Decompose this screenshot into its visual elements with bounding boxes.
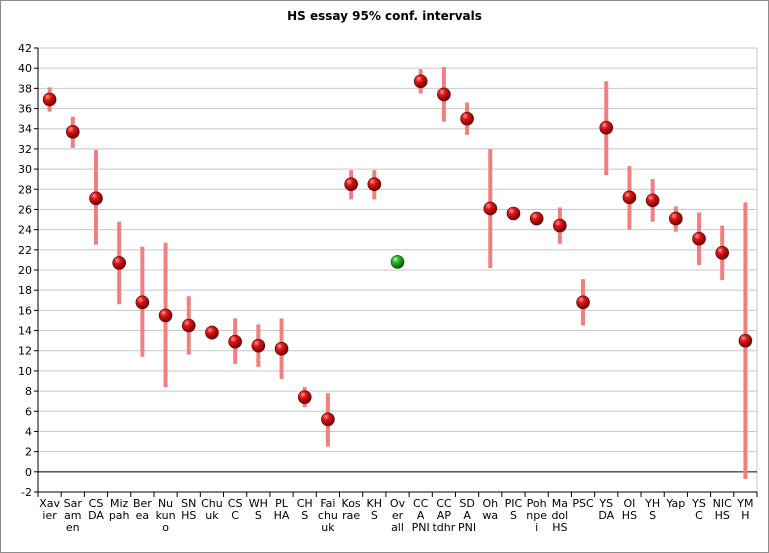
x-tick-label: NIC HS: [713, 497, 732, 522]
y-tick-label: 2: [25, 446, 32, 459]
x-tick-label: CC A PNI: [412, 497, 430, 534]
y-tick-label: 4: [25, 425, 32, 438]
y-tick-label: 24: [18, 224, 32, 237]
data-point: [274, 341, 289, 356]
x-tick-label: CC AP tdhr: [432, 497, 455, 534]
x-tick-label: OI HS: [622, 497, 637, 522]
x-tick-label: Yap: [665, 497, 685, 510]
data-point: [297, 390, 312, 404]
y-tick-label: 14: [18, 325, 32, 338]
y-tick-label: 18: [18, 284, 32, 297]
data-point: [228, 334, 242, 349]
data-point: [89, 191, 103, 206]
y-tick-label: 8: [25, 385, 32, 398]
x-tick-label: SD A PNI: [458, 497, 476, 534]
x-tick-label: YS C: [691, 497, 706, 522]
y-tick-label: 0: [25, 466, 32, 479]
x-tick-label: YM H: [736, 497, 753, 522]
x-tick-label: YS DA: [598, 497, 614, 522]
x-tick-label: SN HS: [181, 497, 196, 522]
x-tick-label: YH S: [644, 497, 660, 522]
data-point: [529, 211, 544, 226]
data-point: [460, 111, 474, 126]
data-point: [181, 318, 196, 333]
data-point: [553, 218, 567, 233]
data-points: [42, 74, 753, 427]
data-point: [483, 201, 498, 216]
x-tick-label: Miz pah: [109, 497, 130, 522]
y-tick-label: -2: [21, 486, 32, 499]
x-tick-label: KH S: [367, 497, 383, 522]
x-tick-label: Sar am en: [64, 497, 83, 534]
data-point: [251, 338, 266, 353]
y-tick-label: 42: [18, 42, 32, 55]
data-point: [65, 124, 80, 139]
y-tick-label: 12: [18, 345, 32, 358]
data-point: [367, 177, 382, 192]
data-point: [738, 333, 753, 348]
data-point: [135, 295, 150, 310]
x-tick-label: Fai chu uk: [318, 497, 338, 534]
x-tick-label: CH S: [297, 497, 313, 522]
y-tick-label: 16: [18, 304, 32, 317]
x-tick-label: Oh wa: [482, 497, 498, 522]
data-point: [112, 256, 126, 270]
x-tick-label: Kos rae: [342, 497, 361, 522]
x-tick-label: Ber ea: [133, 497, 152, 522]
data-point: [437, 87, 451, 102]
y-tick-labels: -202468101214161820222426283032343638404…: [18, 42, 32, 499]
x-tick-label: Ma dol HS: [551, 497, 568, 534]
overall-point: [390, 255, 405, 269]
x-tick-label: Nu kun o: [156, 497, 176, 534]
chart-title: HS essay 95% conf. intervals: [287, 9, 482, 23]
x-tick-label: Poh npe i: [526, 497, 547, 534]
data-point: [622, 190, 637, 205]
y-tick-label: 36: [18, 103, 32, 116]
axes: [34, 47, 758, 497]
grid-lines: [38, 47, 758, 493]
y-tick-label: 20: [18, 264, 32, 277]
y-tick-label: 40: [18, 62, 32, 75]
y-tick-label: 38: [18, 82, 32, 95]
x-tick-label: WH S: [249, 497, 268, 522]
x-tick-label: PIC S: [505, 497, 523, 522]
y-tick-label: 34: [18, 123, 32, 136]
data-point: [158, 308, 173, 323]
x-tick-label: Chu uk: [201, 497, 223, 522]
y-tick-label: 32: [18, 143, 32, 156]
data-point: [692, 231, 706, 246]
y-tick-label: 22: [18, 244, 32, 257]
x-tick-label: CS C: [228, 497, 243, 522]
y-tick-label: 6: [25, 405, 32, 418]
x-tick-label: PSC: [572, 497, 594, 510]
data-point: [576, 295, 590, 310]
data-point: [205, 325, 219, 340]
x-tick-label: Ov er all: [390, 497, 406, 534]
data-point: [506, 206, 521, 221]
x-tick-label: CS DA: [88, 497, 104, 522]
x-tick-label: Xav ier: [39, 497, 60, 522]
data-point: [715, 246, 730, 260]
y-tick-label: 28: [18, 183, 32, 196]
data-point: [599, 120, 614, 135]
data-point: [344, 177, 358, 192]
y-tick-label: 26: [18, 203, 32, 216]
data-point: [42, 92, 57, 107]
data-point: [321, 412, 335, 427]
y-tick-label: 10: [18, 365, 32, 378]
data-point: [413, 74, 428, 89]
x-tick-label: PL HA: [274, 497, 290, 522]
y-tick-label: 30: [18, 163, 32, 176]
data-point: [669, 211, 683, 226]
data-point: [645, 193, 660, 208]
